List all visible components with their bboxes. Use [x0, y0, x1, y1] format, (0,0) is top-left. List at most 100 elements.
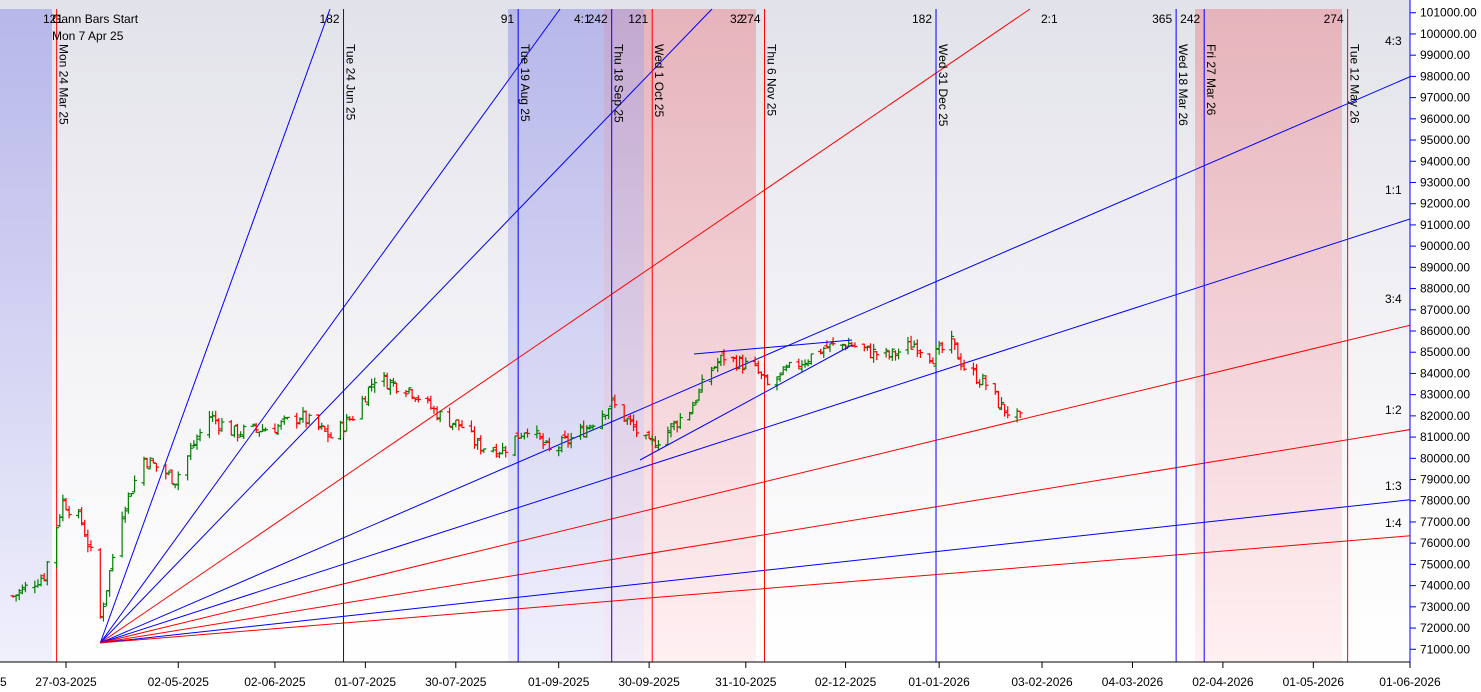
price-bar	[606, 408, 612, 419]
price-bar	[44, 561, 50, 586]
price-bar	[718, 354, 724, 367]
price-bar	[100, 602, 106, 622]
price-bar	[871, 343, 877, 363]
price-bar	[534, 425, 540, 439]
x-tick-label: 04-03-2026	[1102, 675, 1164, 689]
price-bar	[141, 456, 147, 486]
price-bar	[565, 433, 571, 448]
y-tick-label: 77000.00	[1420, 515, 1470, 529]
price-bar	[889, 348, 895, 361]
price-bar	[668, 423, 674, 438]
price-bar	[696, 388, 702, 401]
price-bar	[478, 435, 484, 455]
price-bar	[693, 399, 699, 406]
price-bar	[490, 446, 496, 453]
price-bar	[381, 372, 387, 387]
price-bars	[10, 330, 1023, 622]
time-cycle-date-label: Wed 31 Dec 25	[936, 44, 950, 127]
price-bar	[908, 335, 914, 350]
fan-label-1-2: 1:2	[1385, 403, 1402, 417]
gann-fan-line	[99, 8, 561, 644]
price-bar	[699, 374, 705, 393]
price-bar	[390, 377, 396, 387]
y-tick-label: 101000.00	[1420, 6, 1477, 20]
price-bar	[655, 440, 661, 451]
gann-fan-line	[99, 8, 713, 644]
price-bar	[253, 423, 259, 433]
price-bar	[864, 345, 870, 351]
price-bar	[153, 462, 159, 472]
price-bar	[998, 397, 1004, 411]
price-bar	[652, 435, 658, 449]
price-bar	[194, 434, 200, 450]
x-tick-label: 02-05-2025	[148, 675, 210, 689]
price-bar	[434, 406, 440, 421]
price-bar	[325, 424, 331, 443]
price-bar	[930, 357, 936, 365]
price-bar	[219, 417, 225, 432]
price-bar	[107, 570, 113, 597]
price-bar	[737, 355, 743, 370]
x-tick-label: 01-07-2025	[335, 675, 397, 689]
gann-fan-line	[100, 429, 1410, 644]
y-tick-label: 87000.00	[1420, 303, 1470, 317]
price-bar	[721, 349, 727, 366]
gann-fan-line	[100, 324, 1410, 644]
price-bar	[849, 341, 855, 348]
time-cycle-count-label: 242	[588, 12, 608, 26]
price-bar	[128, 492, 134, 497]
price-bar	[19, 584, 25, 595]
price-bar	[892, 350, 898, 361]
y-tick-label: 96000.00	[1420, 112, 1470, 126]
price-bar	[415, 395, 421, 403]
price-bar	[188, 442, 194, 460]
gann-start-date: Mon 7 Apr 25	[52, 29, 124, 43]
price-bar	[216, 418, 222, 435]
price-bar	[387, 378, 393, 396]
price-bar	[805, 359, 811, 367]
price-bar	[783, 364, 789, 372]
price-bar	[730, 356, 736, 363]
price-bar	[394, 382, 400, 394]
time-cycle-date-label: Tue 12 May 26	[1348, 44, 1362, 124]
price-bar	[172, 483, 178, 489]
price-bar	[546, 437, 552, 452]
price-bar	[125, 492, 131, 514]
price-bar	[500, 442, 506, 455]
y-tick-label: 78000.00	[1420, 494, 1470, 508]
price-bar	[409, 388, 415, 400]
time-cycle-date-label: Wed 1 Oct 25	[652, 44, 666, 117]
y-tick-label: 88000.00	[1420, 282, 1470, 296]
x-tick-label: 02-04-2026	[1192, 675, 1254, 689]
price-bar	[939, 341, 945, 354]
price-bar	[708, 366, 714, 386]
y-tick-label: 85000.00	[1420, 345, 1470, 359]
price-bar	[412, 397, 418, 403]
price-bar	[995, 390, 1001, 409]
x-tick-label: 03-02-2026	[1011, 675, 1073, 689]
y-tick-label: 72000.00	[1420, 621, 1470, 635]
time-cycle-count-label: 182	[320, 12, 340, 26]
price-bar	[512, 435, 518, 457]
y-tick-label: 97000.00	[1420, 91, 1470, 105]
price-bar	[284, 416, 290, 420]
x-tick-label: 27-03-2025	[35, 675, 97, 689]
overlapped-count-label: 121	[43, 12, 63, 26]
price-bar	[612, 394, 618, 408]
time-cycle-count-label: 365	[1152, 12, 1172, 26]
y-tick-label: 99000.00	[1420, 48, 1470, 62]
price-bar	[752, 356, 758, 367]
price-bar	[213, 410, 219, 425]
fan-label-4-1: 4:1	[574, 12, 591, 26]
y-tick-label: 91000.00	[1420, 218, 1470, 232]
y-tick-label: 80000.00	[1420, 451, 1470, 465]
price-bar	[980, 373, 986, 386]
x-tick-label: 31-10-2025	[715, 675, 777, 689]
price-bar	[540, 433, 546, 450]
price-bar	[88, 540, 94, 552]
price-bar	[568, 432, 574, 449]
price-bar	[609, 395, 615, 410]
time-cycle-count-label: 274	[1324, 12, 1344, 26]
price-bar	[197, 428, 203, 442]
price-bar	[119, 511, 125, 558]
